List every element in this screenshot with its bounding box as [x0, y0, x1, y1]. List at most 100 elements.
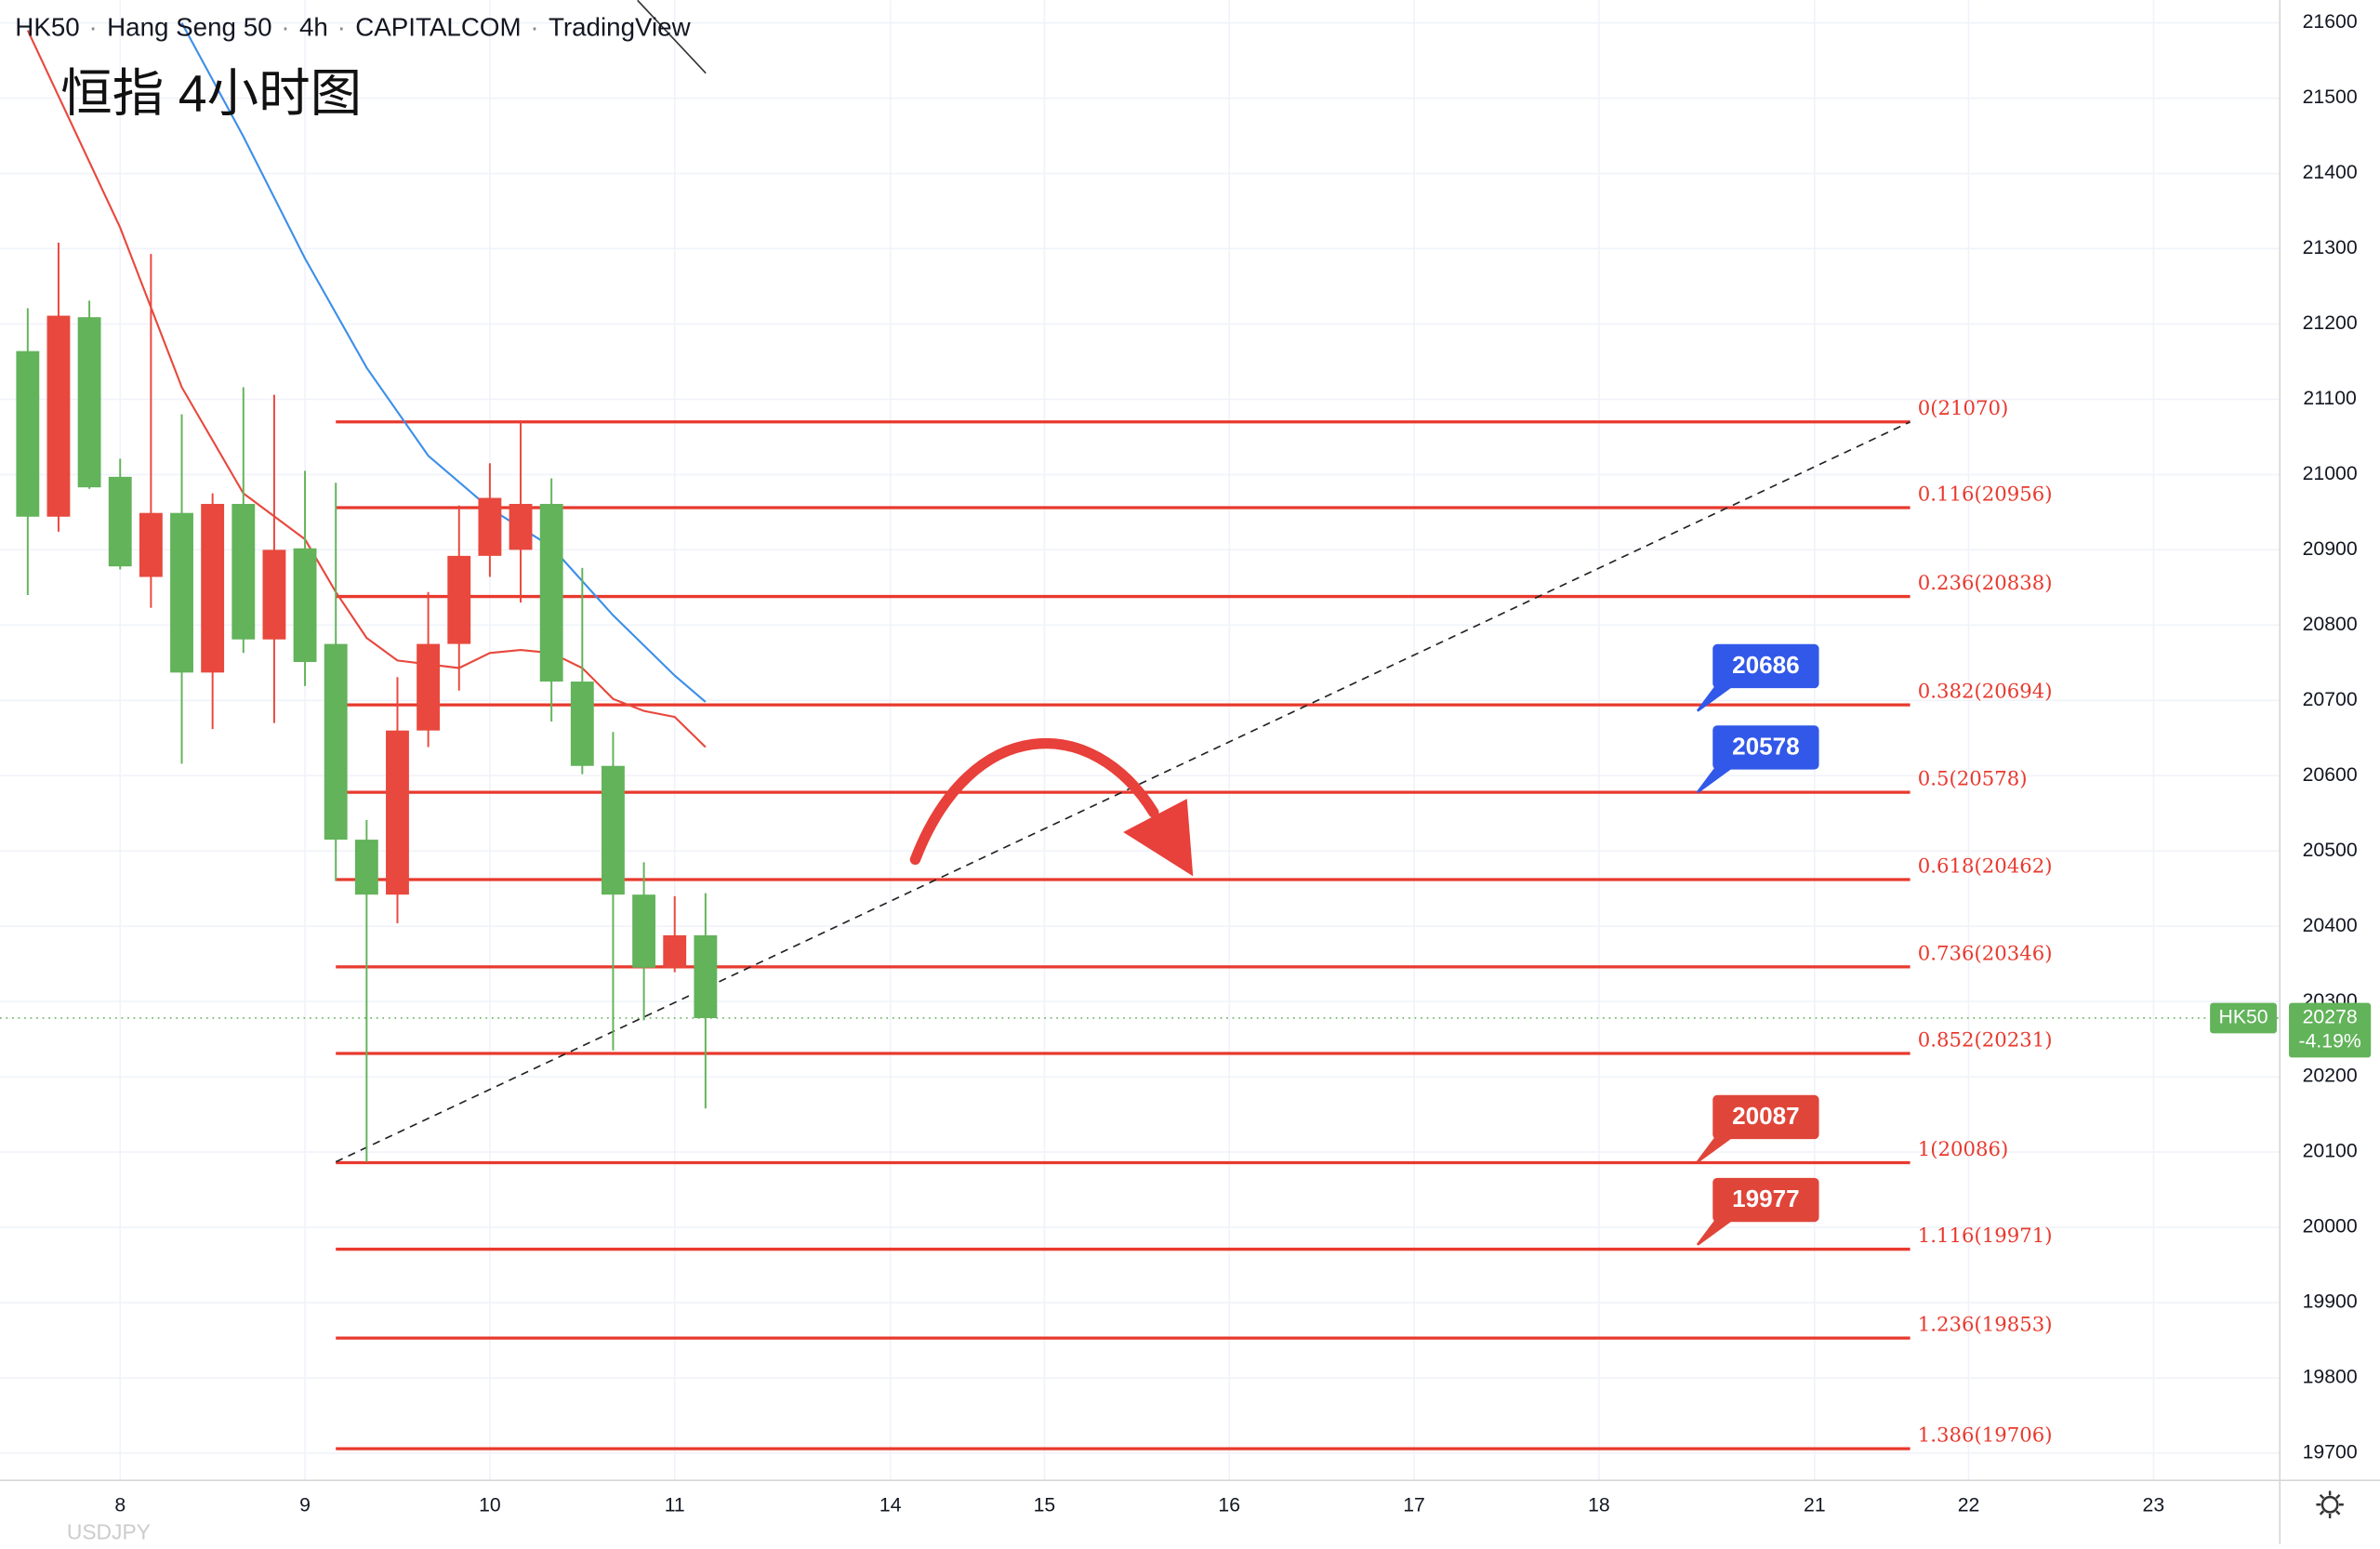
- y-tick-label: 21100: [2303, 388, 2356, 409]
- y-tick-label: 21500: [2303, 86, 2358, 108]
- candle-body: [231, 503, 256, 640]
- x-tick-label: 21: [1804, 1494, 1826, 1516]
- candle-body: [539, 503, 563, 682]
- moving-average: [180, 22, 707, 703]
- price-tag: [2289, 1002, 2372, 1058]
- y-tick-label: 21600: [2303, 11, 2358, 33]
- header-separator: ·: [530, 13, 538, 42]
- callout-box: [1712, 1094, 1819, 1140]
- x-tick-label: 9: [299, 1494, 311, 1516]
- header-item: 4h: [299, 13, 328, 42]
- candle-body: [262, 549, 286, 640]
- header-separator: ·: [89, 13, 98, 42]
- candle-body: [201, 503, 225, 673]
- x-tick-label: 14: [879, 1494, 902, 1516]
- candle-body: [354, 840, 378, 895]
- fib-label: 1.116(19971): [1918, 1225, 2053, 1248]
- candle-body: [77, 317, 101, 488]
- y-tick-label: 20100: [2303, 1141, 2358, 1162]
- trendline: [335, 420, 1911, 1163]
- callout-label: 19977: [1732, 1185, 1800, 1212]
- header-item: Hang Seng 50: [107, 13, 271, 42]
- settings-icon[interactable]: [2316, 1490, 2344, 1518]
- x-tick-label: 15: [1034, 1494, 1056, 1516]
- candle-body: [324, 643, 348, 841]
- candle-body: [108, 476, 132, 567]
- candle-body: [46, 315, 71, 517]
- y-tick-label: 20600: [2303, 764, 2358, 786]
- fib-label: 1.386(19706): [1918, 1424, 2053, 1448]
- y-tick-label: 21200: [2303, 312, 2358, 334]
- fib-label: 1.236(19853): [1918, 1314, 2053, 1337]
- fib-label: 0(21070): [1918, 397, 2009, 420]
- fib-label: 1(20086): [1918, 1138, 2009, 1161]
- candle-body: [447, 555, 471, 644]
- x-tick-label: 18: [1588, 1494, 1610, 1516]
- symbol-tag-label: HK50: [2219, 1007, 2268, 1028]
- candle-body: [16, 351, 40, 517]
- y-tick-label: 21300: [2303, 237, 2358, 258]
- price-tag-value: 20278: [2303, 1007, 2358, 1028]
- candle-body: [570, 682, 594, 766]
- header-item: TradingView: [549, 13, 692, 42]
- x-tick-label: 22: [1958, 1494, 1980, 1516]
- y-tick-label: 20200: [2303, 1066, 2358, 1087]
- annotation: 恒指 4小时图: [60, 64, 362, 122]
- header-separator: ·: [281, 13, 289, 42]
- candle-body: [416, 643, 441, 731]
- marks: 20686 20578 20087 19977: [0, 22, 2281, 1450]
- callout-label: 20686: [1732, 651, 1800, 679]
- candle-body: [386, 730, 409, 895]
- y-tick-label: 20900: [2303, 538, 2358, 560]
- fib-label: 0.618(20462): [1918, 854, 2053, 878]
- candle-body: [478, 497, 502, 556]
- candle-body: [293, 548, 317, 663]
- watermark: USDJPY: [67, 1519, 151, 1543]
- symbol-tag: [2210, 1002, 2277, 1034]
- drawing-line: [637, 0, 707, 74]
- y-tick-label: 20500: [2303, 840, 2358, 861]
- y-tick-label: 19700: [2303, 1442, 2358, 1463]
- header-separator: ·: [337, 13, 346, 42]
- candle-body: [694, 934, 718, 1018]
- x-tick-label: 23: [2143, 1494, 2165, 1516]
- candle-body: [509, 503, 533, 550]
- fib-label: 0.5(20578): [1918, 768, 2028, 791]
- header-item: CAPITALCOM: [355, 13, 521, 42]
- callout-label: 20578: [1732, 733, 1800, 761]
- callout-label: 20087: [1732, 1102, 1800, 1130]
- x-tick-label: 8: [114, 1494, 126, 1516]
- x-tick-label: 10: [479, 1494, 501, 1516]
- candle-body: [632, 894, 656, 968]
- candle-body: [139, 512, 163, 577]
- y-tick-label: 19800: [2303, 1367, 2358, 1388]
- y-tick-label: 20700: [2303, 689, 2358, 710]
- y-tick-label: 20800: [2303, 614, 2358, 635]
- fib-label: 0.236(20838): [1918, 572, 2053, 595]
- fib-label: 0.382(20694): [1918, 681, 2053, 704]
- y-tick-label: 21000: [2303, 463, 2358, 484]
- x-tick-label: 17: [1403, 1494, 1425, 1516]
- x-tick-label: 11: [665, 1494, 685, 1516]
- x-tick-label: 16: [1218, 1494, 1240, 1516]
- callout-box: [1712, 725, 1819, 770]
- price-tag-change: -4.19%: [2299, 1031, 2361, 1053]
- fib-label: 0.852(20231): [1918, 1028, 2053, 1052]
- callout-box: [1712, 1177, 1819, 1223]
- y-tick-label: 21400: [2303, 162, 2358, 183]
- candle-body: [170, 512, 193, 673]
- header-item: HK50: [15, 13, 79, 42]
- candle-body: [663, 934, 687, 968]
- fib-label: 0.116(20956): [1918, 483, 2053, 506]
- curved-arrow: [909, 738, 1159, 866]
- grid: [0, 0, 2281, 1481]
- y-tick-label: 19900: [2303, 1291, 2358, 1313]
- y-tick-label: 20000: [2303, 1216, 2358, 1238]
- callout-box: [1712, 643, 1819, 689]
- candle-body: [602, 765, 625, 895]
- arrow-head: [1123, 799, 1194, 877]
- y-tick-label: 20400: [2303, 915, 2358, 936]
- fib-label: 0.736(20346): [1918, 942, 2053, 965]
